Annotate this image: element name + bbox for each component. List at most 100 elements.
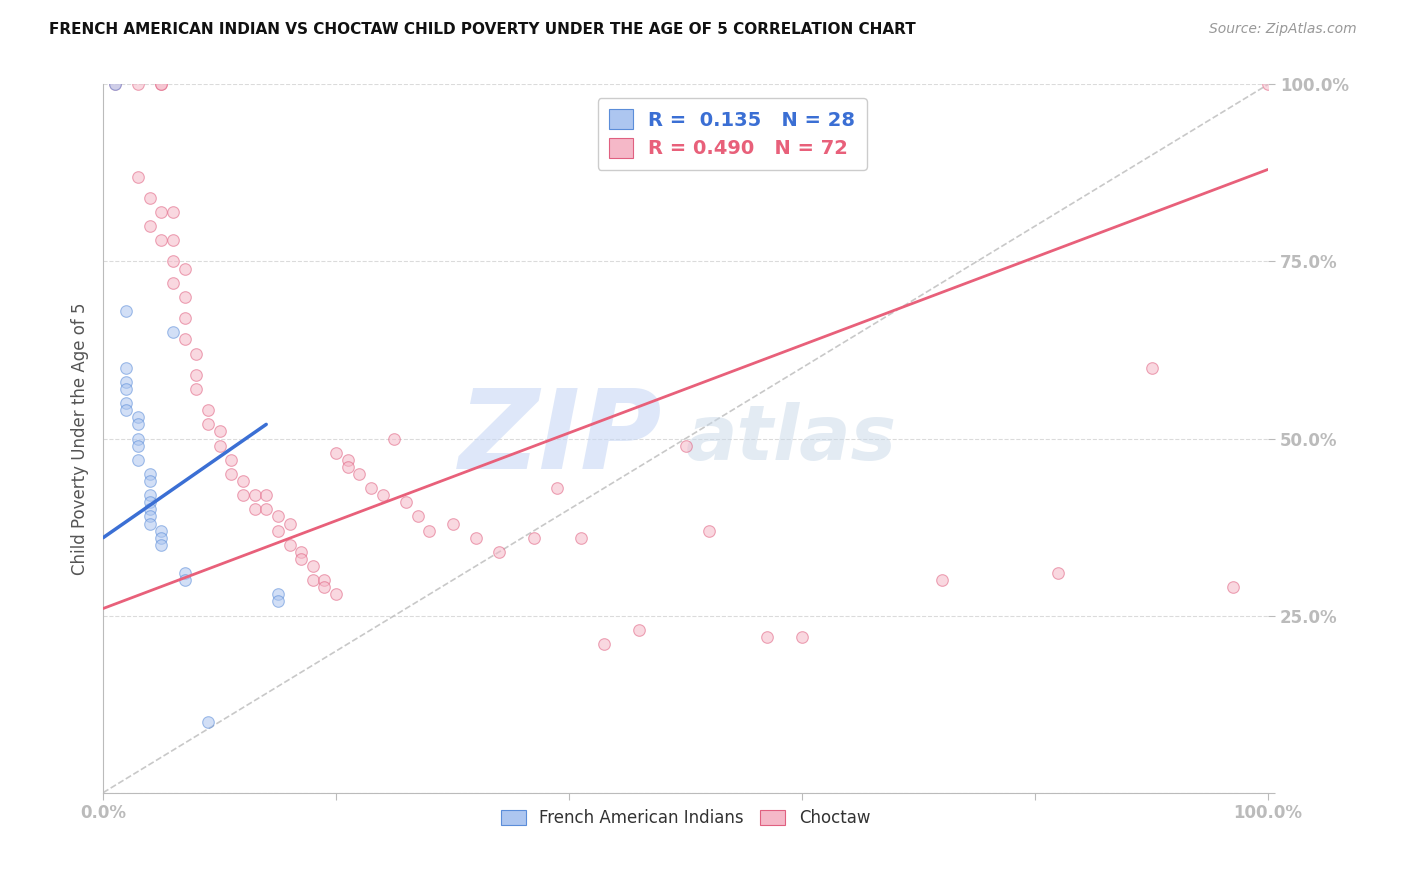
Point	[115, 396, 138, 410]
Point	[931, 573, 953, 587]
Point	[127, 417, 149, 432]
Point	[197, 714, 219, 729]
Point	[219, 452, 242, 467]
Point	[138, 516, 160, 531]
Point	[127, 410, 149, 425]
Point	[254, 488, 277, 502]
Point	[115, 304, 138, 318]
Point	[162, 276, 184, 290]
Point	[208, 425, 231, 439]
Point	[336, 452, 359, 467]
Point	[243, 488, 266, 502]
Text: atlas: atlas	[686, 401, 897, 475]
Point	[441, 516, 464, 531]
Point	[104, 78, 127, 92]
Point	[162, 254, 184, 268]
Point	[150, 538, 173, 552]
Point	[127, 439, 149, 453]
Point	[267, 594, 290, 608]
Point	[219, 467, 242, 481]
Point	[349, 467, 371, 481]
Point	[197, 403, 219, 417]
Point	[150, 78, 173, 92]
Point	[418, 524, 440, 538]
Point	[790, 630, 813, 644]
Point	[1257, 78, 1279, 92]
Point	[150, 233, 173, 247]
Point	[314, 573, 336, 587]
Point	[173, 311, 195, 326]
Point	[208, 439, 231, 453]
Point	[593, 637, 616, 651]
Point	[395, 495, 418, 509]
Point	[173, 573, 195, 587]
Point	[464, 531, 486, 545]
Legend: French American Indians, Choctaw: French American Indians, Choctaw	[494, 803, 877, 834]
Point	[267, 524, 290, 538]
Point	[115, 382, 138, 396]
Point	[697, 524, 720, 538]
Point	[371, 488, 394, 502]
Point	[186, 368, 208, 382]
Point	[115, 375, 138, 389]
Point	[138, 502, 160, 516]
Point	[232, 488, 254, 502]
Point	[546, 481, 568, 495]
Point	[127, 432, 149, 446]
Text: Source: ZipAtlas.com: Source: ZipAtlas.com	[1209, 22, 1357, 37]
Y-axis label: Child Poverty Under the Age of 5: Child Poverty Under the Age of 5	[72, 302, 89, 574]
Point	[138, 488, 160, 502]
Point	[232, 474, 254, 488]
Point	[301, 559, 323, 574]
Text: ZIP: ZIP	[458, 385, 662, 492]
Point	[360, 481, 382, 495]
Point	[627, 623, 650, 637]
Point	[1047, 566, 1070, 580]
Point	[150, 524, 173, 538]
Point	[267, 587, 290, 601]
Point	[150, 205, 173, 219]
Point	[186, 346, 208, 360]
Point	[138, 219, 160, 233]
Point	[325, 446, 347, 460]
Point	[336, 459, 359, 474]
Point	[675, 439, 697, 453]
Point	[254, 502, 277, 516]
Point	[569, 531, 592, 545]
Point	[488, 545, 510, 559]
Point	[173, 290, 195, 304]
Point	[197, 417, 219, 432]
Point	[138, 467, 160, 481]
Point	[173, 566, 195, 580]
Point	[162, 233, 184, 247]
Point	[173, 332, 195, 346]
Point	[138, 509, 160, 524]
Point	[186, 382, 208, 396]
Point	[127, 452, 149, 467]
Point	[1222, 580, 1244, 594]
Point	[278, 516, 301, 531]
Point	[756, 630, 779, 644]
Point	[278, 538, 301, 552]
Point	[162, 326, 184, 340]
Point	[290, 552, 312, 566]
Point	[150, 78, 173, 92]
Point	[1140, 360, 1163, 375]
Point	[115, 403, 138, 417]
Point	[115, 360, 138, 375]
Point	[138, 495, 160, 509]
Point	[267, 509, 290, 524]
Point	[173, 261, 195, 276]
Point	[150, 531, 173, 545]
Point	[301, 573, 323, 587]
Point	[162, 205, 184, 219]
Text: FRENCH AMERICAN INDIAN VS CHOCTAW CHILD POVERTY UNDER THE AGE OF 5 CORRELATION C: FRENCH AMERICAN INDIAN VS CHOCTAW CHILD …	[49, 22, 915, 37]
Point	[325, 587, 347, 601]
Point	[138, 191, 160, 205]
Point	[127, 78, 149, 92]
Point	[104, 78, 127, 92]
Point	[523, 531, 546, 545]
Point	[406, 509, 429, 524]
Point	[127, 169, 149, 184]
Point	[138, 474, 160, 488]
